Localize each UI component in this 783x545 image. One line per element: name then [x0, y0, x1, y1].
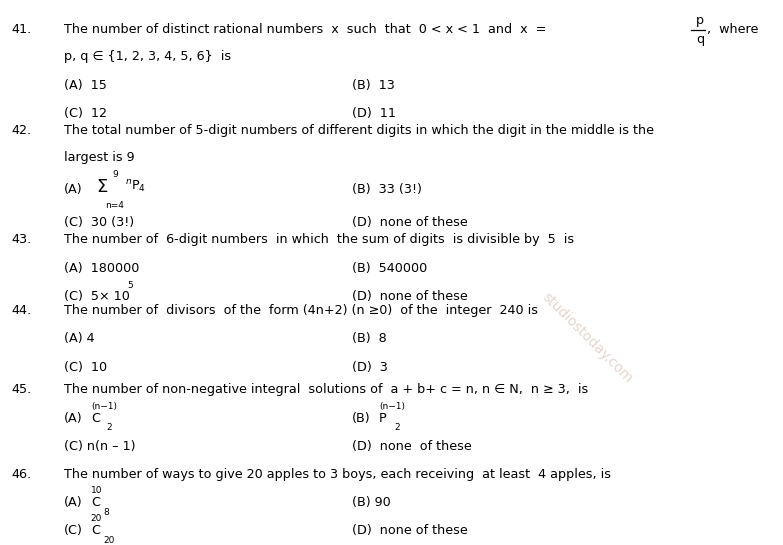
Text: largest is 9: largest is 9 [64, 151, 135, 164]
Text: 43.: 43. [12, 233, 32, 246]
Text: n=4: n=4 [105, 201, 124, 210]
Text: (C)  30 (3!): (C) 30 (3!) [64, 216, 135, 229]
Text: 41.: 41. [12, 23, 32, 37]
Text: The number of non-negative integral  solutions of  a + b+ c = n, n ∈ N,  n ≥ 3, : The number of non-negative integral solu… [64, 383, 589, 396]
Text: (D)  none of these: (D) none of these [352, 216, 468, 229]
Text: (D)  none of these: (D) none of these [352, 524, 468, 537]
Text: (C): (C) [64, 524, 83, 537]
Text: (B)  8: (B) 8 [352, 332, 387, 346]
Text: C: C [91, 411, 99, 425]
Text: $\Sigma$: $\Sigma$ [96, 178, 108, 196]
Text: $^{n}$P$_{4}$: $^{n}$P$_{4}$ [125, 179, 146, 195]
Text: (D)  11: (D) 11 [352, 107, 396, 120]
Text: studiostoday.com: studiostoday.com [539, 290, 635, 386]
Text: (A): (A) [64, 411, 83, 425]
Text: C: C [91, 524, 99, 537]
Text: 44.: 44. [12, 304, 32, 317]
Text: (D)  none  of these: (D) none of these [352, 440, 472, 453]
Text: 46.: 46. [12, 468, 32, 481]
Text: 42.: 42. [12, 124, 32, 137]
Text: (C) n(n – 1): (C) n(n – 1) [64, 440, 135, 453]
Text: (n−1): (n−1) [379, 402, 405, 410]
Text: P: P [379, 411, 387, 425]
Text: (D)  none of these: (D) none of these [352, 290, 468, 303]
Text: (B): (B) [352, 411, 371, 425]
Text: (D)  3: (D) 3 [352, 361, 388, 374]
Text: 2: 2 [106, 423, 112, 432]
Text: (C)  5× 10: (C) 5× 10 [64, 290, 130, 303]
Text: (C)  12: (C) 12 [64, 107, 107, 120]
Text: C: C [91, 496, 99, 509]
Text: (A): (A) [64, 183, 83, 196]
Text: 45.: 45. [12, 383, 32, 396]
Text: 2: 2 [395, 423, 400, 432]
Text: The number of  6-digit numbers  in which  the sum of digits  is divisible by  5 : The number of 6-digit numbers in which t… [64, 233, 575, 246]
Text: (A)  15: (A) 15 [64, 78, 107, 92]
Text: (n−1): (n−1) [91, 402, 117, 410]
Text: The total number of 5-digit numbers of different digits in which the digit in th: The total number of 5-digit numbers of d… [64, 124, 655, 137]
Text: (B) 90: (B) 90 [352, 496, 391, 509]
Text: 8: 8 [103, 508, 109, 517]
Text: 10: 10 [91, 486, 103, 495]
Text: 9: 9 [113, 169, 118, 179]
Text: (B)  33 (3!): (B) 33 (3!) [352, 183, 422, 196]
Text: q: q [696, 33, 704, 46]
Text: (A)  180000: (A) 180000 [64, 262, 139, 275]
Text: (B)  13: (B) 13 [352, 78, 395, 92]
Text: (A): (A) [64, 496, 83, 509]
Text: 5: 5 [127, 281, 132, 290]
Text: The number of  divisors  of the  form (4n+2) (n ≥0)  of the  integer  240 is: The number of divisors of the form (4n+2… [64, 304, 538, 317]
Text: (C)  10: (C) 10 [64, 361, 107, 374]
Text: (B)  540000: (B) 540000 [352, 262, 428, 275]
Text: The number of ways to give 20 apples to 3 boys, each receiving  at least  4 appl: The number of ways to give 20 apples to … [64, 468, 612, 481]
Text: 20: 20 [91, 514, 103, 523]
Text: ,  where: , where [707, 23, 759, 37]
Text: (A) 4: (A) 4 [64, 332, 95, 346]
Text: The number of distinct rational numbers  x  such  that  0 < x < 1  and  x  =: The number of distinct rational numbers … [64, 23, 547, 37]
Text: p: p [696, 14, 704, 27]
Text: p, q ∈ {1, 2, 3, 4, 5, 6}  is: p, q ∈ {1, 2, 3, 4, 5, 6} is [64, 50, 231, 63]
Text: 20: 20 [103, 536, 115, 545]
